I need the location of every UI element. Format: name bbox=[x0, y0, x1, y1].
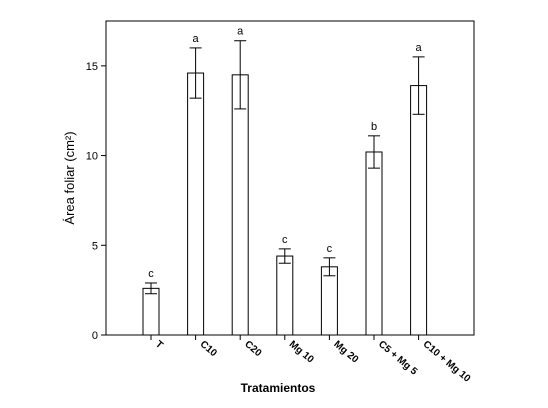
x-axis-title: Tratamientos bbox=[241, 381, 316, 395]
y-tick-label: 5 bbox=[92, 240, 98, 252]
significance-label: a bbox=[416, 42, 423, 54]
bar bbox=[276, 255, 294, 336]
category-label: C20 bbox=[242, 339, 263, 360]
y-tick-label: 10 bbox=[86, 151, 98, 163]
category-label: C10 + Mg 10 bbox=[421, 339, 473, 385]
y-tick-label: 15 bbox=[86, 61, 98, 73]
significance-labels-group: c a a c c b a bbox=[148, 26, 422, 280]
y-axis: 0 5 10 15 bbox=[86, 61, 106, 342]
significance-label: a bbox=[237, 26, 244, 38]
category-label: Mg 20 bbox=[331, 339, 360, 366]
x-axis: T C10 C20 Mg 10 Mg 20 C5 + Mg 5 C10 + Mg 10 bbox=[150, 335, 473, 385]
category-label: Mg 10 bbox=[287, 339, 316, 366]
y-axis-title: Área foliar (cm²) bbox=[62, 131, 77, 224]
y-tick-label: 0 bbox=[92, 330, 98, 342]
bar bbox=[142, 287, 160, 336]
significance-label: b bbox=[371, 121, 377, 133]
significance-label: c bbox=[282, 234, 288, 246]
bar bbox=[365, 151, 383, 336]
significance-label: a bbox=[193, 33, 200, 45]
category-label: C10 bbox=[198, 339, 219, 360]
significance-label: c bbox=[327, 243, 333, 255]
category-label: T bbox=[153, 339, 165, 351]
error-bars-group bbox=[145, 40, 425, 295]
bar bbox=[320, 266, 338, 336]
bars-group bbox=[142, 72, 428, 336]
significance-label: c bbox=[148, 268, 154, 280]
bar bbox=[231, 74, 249, 336]
bar bbox=[410, 85, 428, 336]
category-label: C5 + Mg 5 bbox=[376, 339, 419, 378]
bar bbox=[187, 72, 205, 336]
